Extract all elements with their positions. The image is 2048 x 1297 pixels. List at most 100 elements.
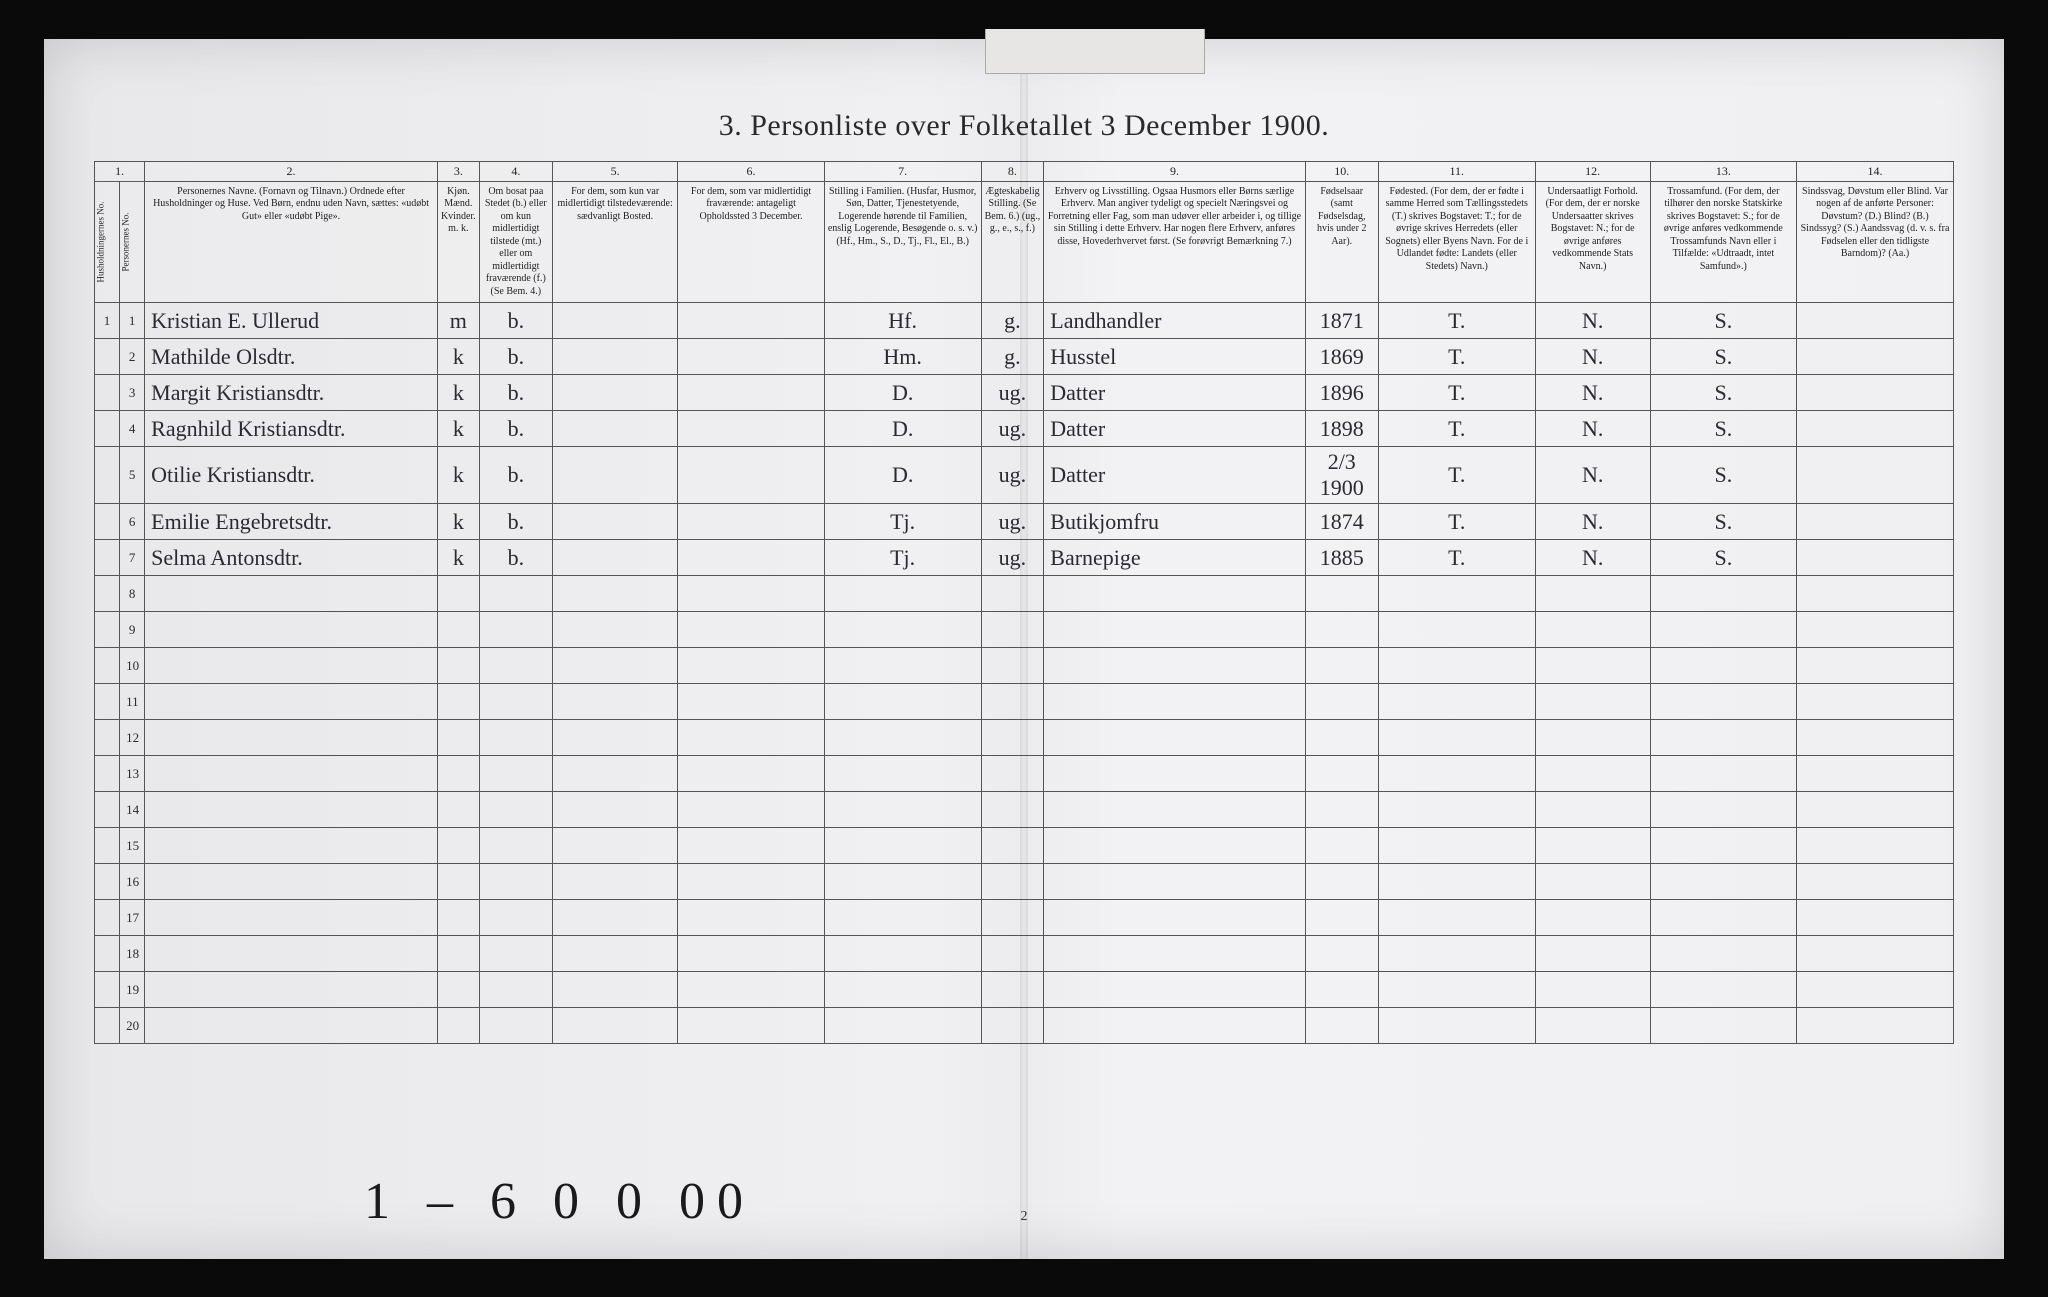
cell-nationality: N. [1535, 540, 1650, 576]
cell-empty [1535, 972, 1650, 1008]
cell-c6 [678, 375, 824, 411]
cell-nationality: N. [1535, 411, 1650, 447]
cell-person-no: 16 [120, 864, 145, 900]
cell-sex: k [437, 339, 479, 375]
colnum-1: 1. [95, 161, 145, 181]
cell-empty [552, 792, 677, 828]
cell-c6 [678, 339, 824, 375]
hdr-birthyear: Fødselsaar (samt Fødselsdag, hvis under … [1305, 181, 1378, 303]
cell-empty [145, 648, 438, 684]
cell-occupation: Barnepige [1044, 540, 1305, 576]
cell-empty [981, 900, 1044, 936]
hdr-marital: Ægteskabelig Stilling. (Se Bem. 6.) (ug.… [981, 181, 1044, 303]
cell-family-pos: Tj. [824, 540, 981, 576]
table-row-empty: 13 [95, 756, 1954, 792]
cell-c6 [678, 540, 824, 576]
cell-empty [437, 1008, 479, 1044]
cell-name: Otilie Kristiansdtr. [145, 447, 438, 504]
cell-person-no: 11 [120, 684, 145, 720]
cell-empty [145, 756, 438, 792]
cell-empty [1650, 864, 1796, 900]
cell-household-no [95, 540, 120, 576]
cell-empty [981, 684, 1044, 720]
cell-birthplace: T. [1378, 447, 1535, 504]
cell-empty [1535, 792, 1650, 828]
cell-birthplace: T. [1378, 339, 1535, 375]
cell-empty [145, 972, 438, 1008]
cell-family-pos: D. [824, 411, 981, 447]
cell-empty [981, 756, 1044, 792]
cell-sex: k [437, 411, 479, 447]
cell-empty [552, 900, 677, 936]
cell-empty [479, 864, 552, 900]
cell-empty [824, 756, 981, 792]
cell-empty [1305, 936, 1378, 972]
cell-household-no [95, 792, 120, 828]
cell-empty [1535, 828, 1650, 864]
cell-empty [552, 864, 677, 900]
hdr-names: Personernes Navne. (Fornavn og Tilnavn.)… [145, 181, 438, 303]
cell-empty [824, 1008, 981, 1044]
cell-empty [1305, 900, 1378, 936]
colnum-7: 7. [824, 161, 981, 181]
cell-empty [824, 864, 981, 900]
cell-occupation: Butikjomfru [1044, 504, 1305, 540]
cell-empty [479, 720, 552, 756]
cell-empty [1650, 900, 1796, 936]
cell-household-no [95, 900, 120, 936]
cell-religion: S. [1650, 375, 1796, 411]
cell-empty [1044, 684, 1305, 720]
table-row: 5Otilie Kristiansdtr.kb.D.ug.Datter2/3 1… [95, 447, 1954, 504]
cell-empty [437, 936, 479, 972]
cell-birthyear: 1896 [1305, 375, 1378, 411]
cell-empty [824, 936, 981, 972]
cell-empty [1378, 648, 1535, 684]
cell-empty [1378, 612, 1535, 648]
cell-marital: ug. [981, 375, 1044, 411]
cell-empty [981, 828, 1044, 864]
cell-empty [824, 720, 981, 756]
cell-family-pos: D. [824, 447, 981, 504]
cell-empty [1378, 792, 1535, 828]
census-page: 3. Personliste over Folketallet 3 Decemb… [44, 39, 2004, 1259]
cell-empty [981, 720, 1044, 756]
cell-person-no: 4 [120, 411, 145, 447]
cell-marital: g. [981, 303, 1044, 339]
table-row-empty: 10 [95, 648, 1954, 684]
cell-empty [1797, 1008, 1954, 1044]
cell-residence: b. [479, 411, 552, 447]
cell-empty [552, 1008, 677, 1044]
table-row-empty: 20 [95, 1008, 1954, 1044]
hdr-temp-absent: For dem, som var midlertidigt fraværende… [678, 181, 824, 303]
cell-disability [1797, 303, 1954, 339]
cell-empty [479, 828, 552, 864]
cell-empty [479, 792, 552, 828]
cell-empty [1378, 756, 1535, 792]
cell-birthyear: 1869 [1305, 339, 1378, 375]
cell-empty [1044, 828, 1305, 864]
cell-empty [1797, 900, 1954, 936]
colnum-8: 8. [981, 161, 1044, 181]
cell-empty [1650, 756, 1796, 792]
cell-empty [145, 1008, 438, 1044]
cell-empty [1535, 612, 1650, 648]
handwritten-footer-mark: 1 – 6 0 0 00 [364, 1172, 755, 1231]
cell-empty [552, 720, 677, 756]
cell-occupation: Landhandler [1044, 303, 1305, 339]
cell-empty [824, 792, 981, 828]
hdr-religion: Trossamfund. (For dem, der tilhører den … [1650, 181, 1796, 303]
hdr-household-no: Husholdningernes No. [95, 181, 120, 303]
cell-nationality: N. [1535, 339, 1650, 375]
cell-religion: S. [1650, 303, 1796, 339]
cell-empty [1305, 972, 1378, 1008]
cell-empty [437, 612, 479, 648]
cell-empty [1305, 576, 1378, 612]
cell-household-no [95, 828, 120, 864]
cell-disability [1797, 375, 1954, 411]
cell-c6 [678, 447, 824, 504]
cell-c5 [552, 375, 677, 411]
cell-empty [437, 972, 479, 1008]
cell-nationality: N. [1535, 504, 1650, 540]
cell-disability [1797, 339, 1954, 375]
cell-empty [552, 828, 677, 864]
